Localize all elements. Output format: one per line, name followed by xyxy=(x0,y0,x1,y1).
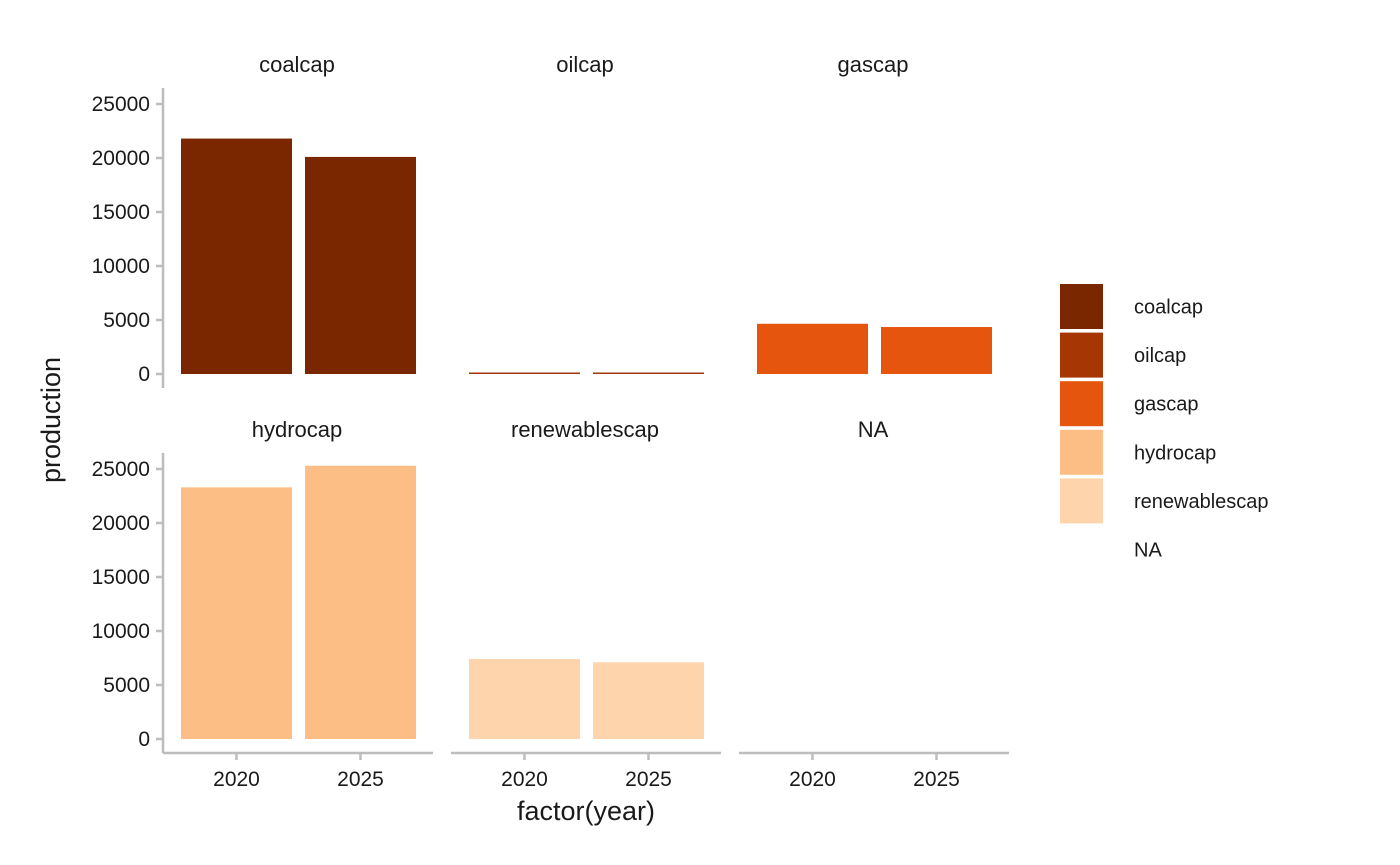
x-tick-label: 2020 xyxy=(501,768,548,791)
legend-label: oilcap xyxy=(1134,345,1186,367)
legend-label: coalcap xyxy=(1134,297,1203,319)
panel-title: gascap xyxy=(838,52,909,77)
x-tick-label: 2025 xyxy=(913,768,960,791)
bar-hydrocap-2020 xyxy=(181,487,292,739)
legend-entry-renewablescap: renewablescap xyxy=(1060,478,1269,524)
x-tick-label: 2020 xyxy=(213,768,260,791)
panel-renewablescap: renewablescap 2020 2025 xyxy=(451,417,721,791)
y-tick-label: 25000 xyxy=(92,93,150,116)
panel-hydrocap: hydrocap 0 5000 10000 15000 20000 25000 2020 202… xyxy=(92,417,433,791)
legend-entry-hydrocap: hydrocap xyxy=(1060,429,1216,475)
legend-key xyxy=(1060,381,1103,427)
x-tick-label: 2025 xyxy=(625,768,672,791)
legend-entry-NA: NA xyxy=(1134,540,1162,562)
panel-title: renewablescap xyxy=(511,417,659,442)
panel-title: coalcap xyxy=(259,52,335,77)
y-tick-label: 15000 xyxy=(92,201,150,224)
legend-key xyxy=(1060,332,1103,378)
legend-label: gascap xyxy=(1134,394,1199,416)
bar-oilcap-2025 xyxy=(593,372,704,374)
y-tick-label: 0 xyxy=(138,363,150,386)
bar-gascap-2020 xyxy=(757,323,868,374)
legend: coalcap oilcap gascap hydrocap renewablescap… xyxy=(1060,284,1269,562)
facet-panels: coalcap 0 5000 10000 15000 20000 25000 oilcap ga… xyxy=(92,52,1009,791)
x-tick-label: 2020 xyxy=(789,768,836,791)
y-tick-label: 15000 xyxy=(92,566,150,589)
legend-key xyxy=(1060,478,1103,524)
y-tick-label: 5000 xyxy=(103,674,150,697)
bar-gascap-2025 xyxy=(881,327,992,374)
panel-title: oilcap xyxy=(556,52,613,77)
panel-coalcap: coalcap 0 5000 10000 15000 20000 25000 xyxy=(92,52,416,388)
y-tick-label: 20000 xyxy=(92,147,150,170)
panel-gascap: gascap xyxy=(757,52,992,374)
panel-title: NA xyxy=(858,417,889,442)
bar-renewablescap-2025 xyxy=(593,662,704,739)
y-tick-label: 5000 xyxy=(103,309,150,332)
panel-title: hydrocap xyxy=(252,417,343,442)
x-axis-title: factor(year) xyxy=(517,796,655,826)
y-tick-label: 20000 xyxy=(92,512,150,535)
panel-NA: NA 2020 2025 xyxy=(739,417,1009,791)
x-tick-label: 2025 xyxy=(337,768,384,791)
bar-renewablescap-2020 xyxy=(469,659,580,739)
legend-entry-oilcap: oilcap xyxy=(1060,332,1186,378)
y-tick-label: 10000 xyxy=(92,255,150,278)
legend-key xyxy=(1060,284,1103,329)
legend-entry-gascap: gascap xyxy=(1060,381,1199,427)
legend-label: NA xyxy=(1134,540,1162,562)
legend-label: hydrocap xyxy=(1134,442,1216,464)
legend-key xyxy=(1060,429,1103,475)
legend-label: renewablescap xyxy=(1134,491,1269,513)
y-axis-title: production xyxy=(36,357,66,483)
bar-hydrocap-2025 xyxy=(305,465,416,739)
bar-coalcap-2025 xyxy=(305,156,416,374)
y-tick-label: 25000 xyxy=(92,458,150,481)
bar-oilcap-2020 xyxy=(469,372,580,374)
y-tick-label: 10000 xyxy=(92,620,150,643)
bar-coalcap-2020 xyxy=(181,138,292,374)
legend-entry-coalcap: coalcap xyxy=(1060,284,1203,329)
y-tick-label: 0 xyxy=(138,728,150,751)
panel-oilcap: oilcap xyxy=(469,52,704,374)
